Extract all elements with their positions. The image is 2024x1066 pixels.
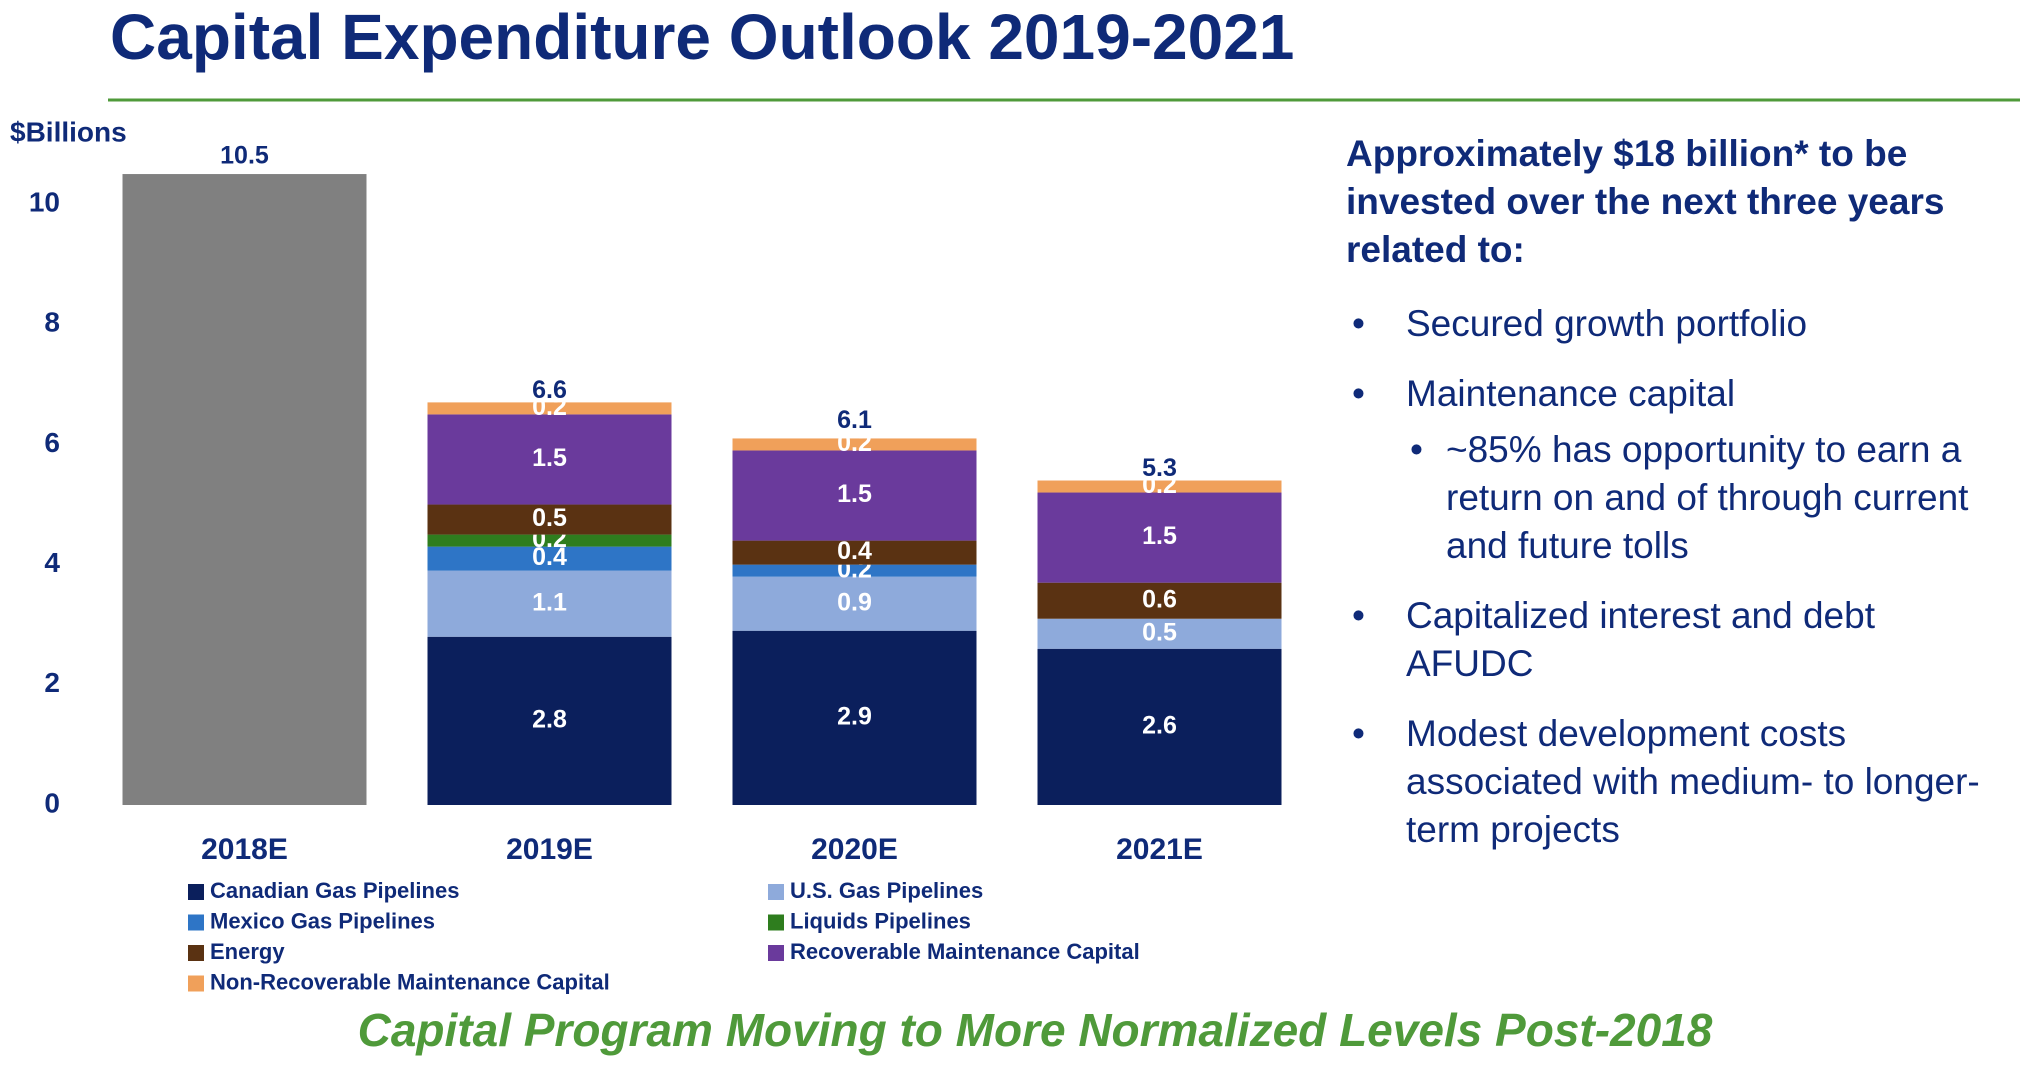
legend-swatch [188,945,204,961]
segment-label: 0.4 [532,543,567,571]
bullet-text: Modest development costs associated with… [1406,713,1980,850]
tagline: Capital Program Moving to More Normalize… [358,1004,1713,1056]
segment-label: 0.9 [837,588,872,616]
segment-label: 0.6 [1142,585,1177,613]
segment-label: 1.5 [837,480,872,508]
y-tick-label: 0 [44,787,60,818]
chart-title: Capital Expenditure Outlook 2019-2021 [110,1,1294,73]
legend-label: U.S. Gas Pipelines [790,878,983,903]
bar-segment [427,414,672,505]
legend-label: Non-Recoverable Maintenance Capital [210,969,610,994]
y-tick-label: 2 [44,667,60,698]
segment-label: 2.8 [532,705,567,733]
sub-bullet: ~85% has opportunity to earn a return on… [1410,426,2006,570]
segment-label: 0.4 [837,537,872,565]
bullet-list: Secured growth portfolio Maintenance capi… [1346,300,2006,854]
y-tick-label: 8 [44,307,60,338]
y-tick-label: 10 [29,186,60,217]
bullet: Secured growth portfolio [1352,300,2006,348]
total-label: 6.6 [532,376,567,404]
segment-label: 0.5 [532,504,567,532]
bar-segment [427,636,672,805]
y-tick-label: 6 [44,427,60,458]
legend-swatch [768,884,784,900]
bar-segment [1037,618,1282,649]
bar-segment [1037,480,1282,493]
bar-segment [1037,648,1282,805]
segment-label: 0.2 [532,393,567,421]
side-heading: Approximately $18 billion* to be investe… [1346,133,1945,270]
segment-label: 1.1 [532,588,567,616]
x-tick-label: 2018E [201,833,288,866]
bar-segment [1037,582,1282,619]
total-label: 6.1 [837,406,872,434]
bar-segment [427,504,672,535]
bar-segment [732,438,977,451]
bullet-text: Secured growth portfolio [1406,303,1808,344]
x-tick-label: 2020E [811,833,898,866]
segment-label: 2.9 [837,702,872,730]
bar-segment [427,534,672,547]
sub-list: ~85% has opportunity to earn a return on… [1406,426,2006,570]
bullet-text: Maintenance capital [1406,373,1736,414]
segment-label: 0.2 [1142,471,1177,499]
bullet: Modest development costs associated with… [1352,710,2006,854]
total-label: 10.5 [220,142,269,170]
legend-swatch [768,914,784,931]
bar-segment [732,540,977,565]
legend-label: Mexico Gas Pipelines [210,908,435,933]
x-tick-label: 2021E [1116,833,1203,866]
y-axis-label: $Billions [10,116,127,147]
segment-label: 0.2 [837,429,872,457]
bar-segment [427,570,672,637]
bar-segment [732,630,977,805]
bullet-text: Capitalized interest and debt AFUDC [1406,595,1875,684]
bullet: Maintenance capital ~85% has opportunity … [1352,370,2006,570]
total-label: 5.3 [1142,454,1177,482]
x-tick-label: 2019E [506,833,593,866]
bar-segment [732,564,977,577]
legend-label: Recoverable Maintenance Capital [790,939,1140,964]
bar-segment [732,450,977,541]
legend-swatch [188,975,204,992]
legend-label: Energy [210,939,285,964]
bar-segment [427,546,672,571]
legend-swatch [188,914,204,931]
segment-label: 1.5 [532,444,567,472]
total-bar [122,174,367,805]
legend-label: Canadian Gas Pipelines [210,878,459,903]
segment-label: 2.6 [1142,711,1177,739]
segment-label: 1.5 [1142,522,1177,550]
sub-bullet-text: ~85% has opportunity to earn a return on… [1446,429,1969,566]
legend-swatch [188,884,204,900]
bullet: Capitalized interest and debt AFUDC [1352,592,2006,688]
side-panel: Approximately $18 billion* to be investe… [1346,130,2006,876]
bar-segment [732,576,977,631]
legend-swatch [768,945,784,961]
bar-segment [1037,492,1282,583]
segment-label: 0.5 [1142,618,1177,646]
y-tick-label: 4 [44,547,60,578]
bar-segment [427,402,672,415]
legend-label: Liquids Pipelines [790,908,971,933]
